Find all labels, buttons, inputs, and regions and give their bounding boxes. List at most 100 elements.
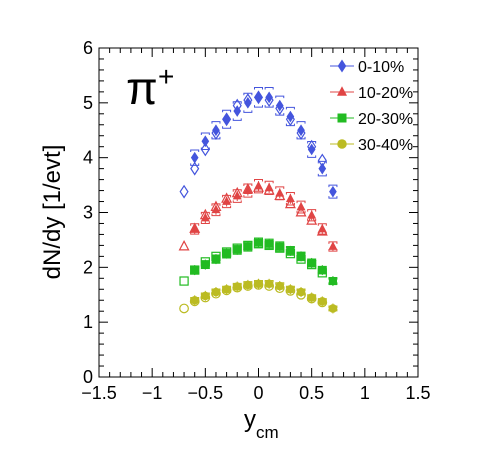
systematic-error-bracket bbox=[254, 179, 263, 194]
x-tick-label: −1.5 bbox=[81, 383, 117, 403]
measured-point bbox=[318, 297, 327, 306]
measured-point bbox=[307, 258, 316, 267]
measured-point bbox=[254, 181, 263, 190]
systematic-error-bracket bbox=[275, 186, 285, 201]
series-20-30% bbox=[179, 237, 338, 287]
measured-point bbox=[286, 284, 295, 294]
series-30-40% bbox=[179, 278, 338, 314]
measured-point bbox=[329, 185, 337, 198]
systematic-error-bracket bbox=[222, 194, 232, 209]
series-10-20% bbox=[178, 179, 338, 252]
measured-point bbox=[254, 238, 263, 247]
y-tick-label: 2 bbox=[83, 257, 93, 277]
systematic-error-bracket bbox=[254, 87, 263, 108]
measured-point bbox=[265, 239, 274, 248]
systematic-error-bracket bbox=[222, 109, 232, 129]
measured-point bbox=[243, 280, 253, 290]
x-tick-label: 0 bbox=[253, 383, 263, 403]
measured-point bbox=[201, 135, 210, 148]
measured-point bbox=[244, 96, 252, 109]
legend-marker bbox=[337, 86, 347, 96]
systematic-error-bracket bbox=[232, 101, 242, 121]
systematic-error-bracket bbox=[232, 189, 242, 203]
measured-point bbox=[212, 124, 220, 137]
measured-point bbox=[264, 182, 274, 192]
legend-entry: 0-10% bbox=[330, 59, 404, 76]
measured-point bbox=[211, 204, 221, 214]
measured-point bbox=[275, 99, 284, 112]
x-tick-label: 0.5 bbox=[299, 383, 324, 403]
systematic-error-bracket bbox=[264, 87, 274, 108]
data-marks-group bbox=[178, 87, 338, 314]
measured-point bbox=[307, 210, 317, 219]
x-tick-label: −1 bbox=[142, 383, 163, 403]
systematic-error-bracket bbox=[200, 132, 210, 150]
legend-entry: 30-40% bbox=[330, 137, 413, 154]
measured-point bbox=[307, 143, 316, 156]
reflected-point bbox=[306, 214, 318, 225]
systematic-error-bracket bbox=[243, 92, 253, 113]
x-tick-label: 1 bbox=[360, 383, 370, 403]
measured-point bbox=[232, 190, 242, 200]
measured-point bbox=[297, 124, 305, 137]
legend-marker bbox=[337, 113, 347, 123]
legend-marker bbox=[337, 59, 347, 73]
measured-point bbox=[286, 110, 295, 123]
systematic-error-bracket bbox=[211, 203, 221, 217]
particle-label: π bbox=[126, 62, 158, 114]
x-axis-label: y bbox=[244, 406, 256, 433]
systematic-error-bracket bbox=[328, 184, 338, 199]
systematic-error-bracket bbox=[190, 223, 200, 235]
reflected-point bbox=[190, 161, 200, 176]
measured-point bbox=[222, 113, 231, 126]
y-tick-label: 0 bbox=[83, 367, 93, 387]
legend-entry: 20-30% bbox=[330, 111, 413, 128]
reflected-point bbox=[284, 197, 296, 209]
measured-point bbox=[190, 223, 200, 233]
legend-entry: 10-20% bbox=[330, 85, 413, 102]
measured-point bbox=[211, 255, 221, 264]
measured-point bbox=[318, 162, 327, 175]
measured-point bbox=[318, 266, 327, 275]
measured-point bbox=[328, 241, 338, 250]
measured-point bbox=[232, 282, 242, 291]
legend-label: 10-20% bbox=[358, 85, 413, 102]
measured-point bbox=[328, 276, 337, 286]
systematic-error-bracket bbox=[296, 121, 306, 140]
y-tick-label: 1 bbox=[83, 312, 93, 332]
x-tick-label: 1.5 bbox=[405, 383, 430, 403]
reflected-point bbox=[179, 303, 189, 314]
systematic-error-bracket bbox=[317, 160, 327, 177]
x-tick-label: −0.5 bbox=[188, 383, 224, 403]
measured-point bbox=[286, 246, 295, 255]
y-tick-label: 4 bbox=[83, 148, 93, 168]
systematic-error-bracket bbox=[275, 95, 285, 116]
series-0-10% bbox=[179, 87, 338, 199]
reflected-point bbox=[200, 142, 210, 157]
measured-point bbox=[190, 151, 199, 164]
measured-point bbox=[201, 260, 210, 269]
measured-point bbox=[275, 188, 285, 197]
measured-point bbox=[243, 242, 252, 251]
measured-point bbox=[307, 293, 316, 302]
y-tick-label: 5 bbox=[83, 93, 93, 113]
reflected-point bbox=[178, 240, 190, 251]
measured-point bbox=[222, 284, 231, 294]
measured-point bbox=[254, 279, 263, 289]
measured-point bbox=[233, 245, 242, 254]
legend-label: 0-10% bbox=[358, 59, 404, 76]
measured-point bbox=[296, 287, 306, 297]
systematic-error-bracket bbox=[285, 192, 295, 206]
legend-label: 20-30% bbox=[358, 111, 413, 128]
systematic-error-bracket bbox=[264, 180, 274, 195]
axes-group: −1.5 −1 −0.5 0 0.5 1 1.5 0 1 2 3 4 5 6 bbox=[81, 38, 430, 403]
measured-point bbox=[243, 185, 253, 194]
measured-point bbox=[201, 291, 210, 301]
measured-point bbox=[265, 91, 273, 104]
reflected-point bbox=[179, 184, 189, 199]
measured-point bbox=[254, 91, 263, 104]
systematic-error-bracket bbox=[211, 121, 221, 140]
reflected-point bbox=[295, 206, 307, 217]
measured-point bbox=[211, 287, 221, 297]
